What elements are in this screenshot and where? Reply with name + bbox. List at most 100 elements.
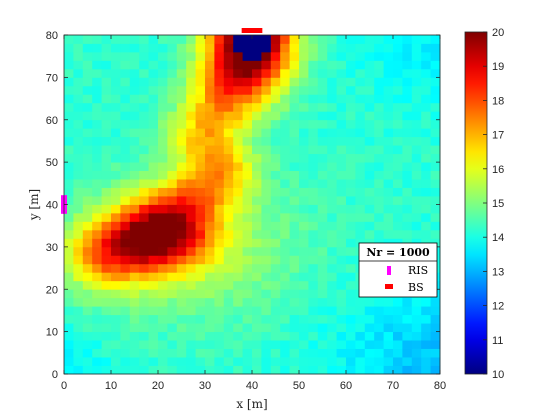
heatmap-cell <box>308 60 319 70</box>
heatmap-cell <box>242 306 253 316</box>
heatmap-cell <box>129 85 140 95</box>
heatmap-cell <box>261 187 272 197</box>
heatmap-cell <box>214 323 225 333</box>
heatmap-cell <box>195 179 206 188</box>
heatmap-cell <box>383 60 394 70</box>
heatmap-cell <box>327 179 337 188</box>
heatmap-cell <box>205 35 215 44</box>
heatmap-cell <box>82 306 93 316</box>
heatmap-cell <box>252 297 262 307</box>
heatmap-cell <box>214 340 225 349</box>
heatmap-cell <box>223 136 234 146</box>
heatmap-cell <box>336 128 347 138</box>
heatmap-cell <box>195 255 206 265</box>
heatmap-cell <box>299 136 309 146</box>
heatmap-cell <box>346 60 356 70</box>
heatmap-cell <box>383 348 394 358</box>
heatmap-cell <box>205 94 215 104</box>
heatmap-cell <box>242 289 253 299</box>
heatmap-cell <box>336 145 347 155</box>
heatmap-cell <box>214 162 225 171</box>
heatmap-cell <box>252 238 262 248</box>
heatmap-cell <box>393 111 403 121</box>
heatmap-cell <box>148 128 159 138</box>
heatmap-cell <box>411 119 422 129</box>
heatmap-cell <box>120 153 131 163</box>
heatmap-cell <box>299 289 309 299</box>
heatmap-cell <box>336 196 347 205</box>
heatmap-cell <box>233 153 243 163</box>
heatmap-cell <box>64 263 74 273</box>
heatmap-cell <box>214 263 225 273</box>
heatmap-cell <box>383 145 394 155</box>
heatmap-cell <box>214 306 225 316</box>
heatmap-cell <box>402 170 413 180</box>
heatmap-cell <box>421 348 431 358</box>
heatmap-cell <box>148 111 159 121</box>
heatmap-cell <box>167 297 178 307</box>
heatmap-cell <box>101 357 112 366</box>
heatmap-cell <box>101 136 112 146</box>
heatmap-cell <box>195 297 206 307</box>
heatmap-cell <box>120 229 131 239</box>
heatmap-cell <box>111 255 121 265</box>
heatmap-cell <box>270 85 281 95</box>
heatmap-cell <box>139 43 149 53</box>
heatmap-cell <box>421 179 431 188</box>
heatmap-cell <box>205 170 215 180</box>
heatmap-cell <box>336 212 347 222</box>
heatmap-cell <box>101 153 112 163</box>
heatmap-cell <box>205 196 215 205</box>
heatmap-cell <box>73 212 84 222</box>
heatmap-cell <box>205 51 215 61</box>
heatmap-cell <box>82 35 93 44</box>
heatmap-cell <box>120 297 131 307</box>
heatmap-cell <box>336 204 347 214</box>
heatmap-cell <box>261 238 272 248</box>
heatmap-cell <box>346 111 356 121</box>
heatmap-cell <box>242 77 253 87</box>
heatmap-cell <box>205 77 215 87</box>
heatmap-cell <box>73 196 84 205</box>
heatmap-cell <box>364 68 375 78</box>
heatmap-cell <box>355 153 366 163</box>
heatmap-cell <box>129 136 140 146</box>
heatmap-cell <box>92 365 102 375</box>
heatmap-cell <box>92 340 102 349</box>
heatmap-cell <box>111 238 121 248</box>
heatmap-cell <box>355 187 366 197</box>
heatmap-cell <box>158 153 168 163</box>
heatmap-cell <box>289 297 300 307</box>
heatmap-cell <box>393 43 403 53</box>
heatmap-cell <box>64 238 74 248</box>
heatmap-cell <box>82 136 93 146</box>
heatmap-cell <box>402 297 413 307</box>
x-tick-label: 70 <box>387 380 399 392</box>
heatmap-cell <box>421 51 431 61</box>
heatmap-cell <box>167 60 178 70</box>
heatmap-cell <box>252 170 262 180</box>
heatmap-cell <box>252 145 262 155</box>
heatmap-cell <box>327 280 337 290</box>
heatmap-cell <box>393 204 403 214</box>
heatmap-cell <box>167 68 178 78</box>
heatmap-cell <box>374 68 384 78</box>
heatmap-cell <box>186 263 196 273</box>
heatmap-cell <box>270 35 281 44</box>
heatmap-cell <box>402 85 413 95</box>
heatmap-cell <box>280 238 290 248</box>
heatmap-cell <box>336 348 347 358</box>
heatmap-cell <box>167 357 178 366</box>
heatmap-cell <box>148 43 159 53</box>
heatmap-cell <box>270 357 281 366</box>
heatmap-cell <box>242 119 253 129</box>
x-axis-label: x [m] <box>236 397 267 411</box>
heatmap-cell <box>233 365 243 375</box>
heatmap-cell <box>205 246 215 256</box>
heatmap-cell <box>289 212 300 222</box>
heatmap-cell <box>383 306 394 316</box>
heatmap-cell <box>223 43 234 53</box>
heatmap-cell <box>233 204 243 214</box>
heatmap-cell <box>139 212 149 222</box>
heatmap-cell <box>214 85 225 95</box>
